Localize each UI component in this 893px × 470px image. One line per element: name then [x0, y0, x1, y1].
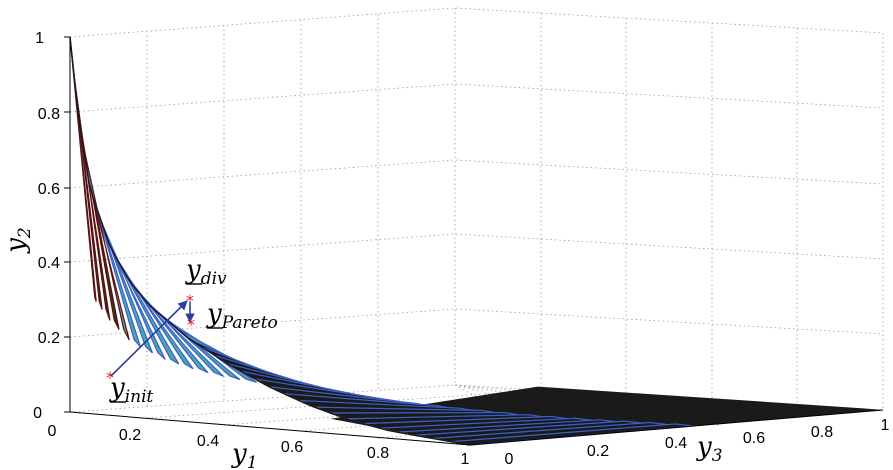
point-pareto-marker: *	[187, 315, 195, 334]
svg-text:y2: y2	[1, 227, 35, 254]
surface-strip	[73, 77, 111, 321]
svg-text:ydiv: ydiv	[185, 255, 227, 289]
point-div-marker: *	[186, 291, 194, 310]
arrow-init-to-div	[110, 300, 188, 377]
pareto-surface	[69, 36, 883, 446]
y2-tick-label: 1	[35, 30, 44, 47]
iteration-arrows	[110, 300, 195, 377]
y3-tick-label: 0.8	[811, 424, 833, 441]
y2-tick-label: 0.6	[38, 181, 60, 198]
y3-tick-label: 0	[505, 451, 514, 468]
y1-tick-label: 0.8	[367, 445, 389, 462]
y2-ticks: 0 0.2 0.4 0.6 0.8 1	[33, 30, 70, 422]
point-pareto-label: yPareto	[206, 299, 278, 333]
y3-tick-label: 1	[881, 417, 890, 434]
point-init-marker: *	[106, 368, 114, 387]
y1-tick-label: 0.4	[197, 433, 219, 450]
point-div-label: ydiv	[185, 255, 227, 289]
axes	[69, 37, 884, 446]
y1-tick-label: 0.6	[281, 439, 303, 456]
y2-tick-label: 0.4	[38, 255, 60, 272]
y3-tick-label: 0.2	[587, 443, 609, 460]
y2-tick-label: 0	[33, 405, 42, 422]
y2-tick-label: 0.2	[38, 330, 60, 347]
y3-axis-label: y3	[696, 432, 723, 466]
grid-lines	[69, 7, 884, 446]
y3-tick-label: 0.4	[665, 435, 687, 452]
y1-tick-label: 0	[48, 423, 57, 440]
surface-front-edge	[69, 36, 471, 446]
y1-axis-label: y1	[231, 439, 258, 470]
y2-tick-label: 0.8	[38, 106, 60, 123]
y1-tick-label: 1	[461, 451, 470, 468]
svg-text:yinit: yinit	[109, 373, 154, 407]
point-init-label: yinit	[109, 373, 154, 407]
y1-ticks: 0 0.2 0.4 0.6 0.8 1	[48, 423, 470, 468]
y3-ticks: 0 0.2 0.4 0.6 0.8 1	[505, 417, 890, 468]
svg-text:yPareto: yPareto	[206, 299, 278, 333]
y1-tick-label: 0.2	[119, 427, 141, 444]
y2-axis-label: y2	[1, 227, 35, 254]
y3-tick-label: 0.6	[743, 430, 765, 447]
markers: * * *	[106, 291, 195, 387]
